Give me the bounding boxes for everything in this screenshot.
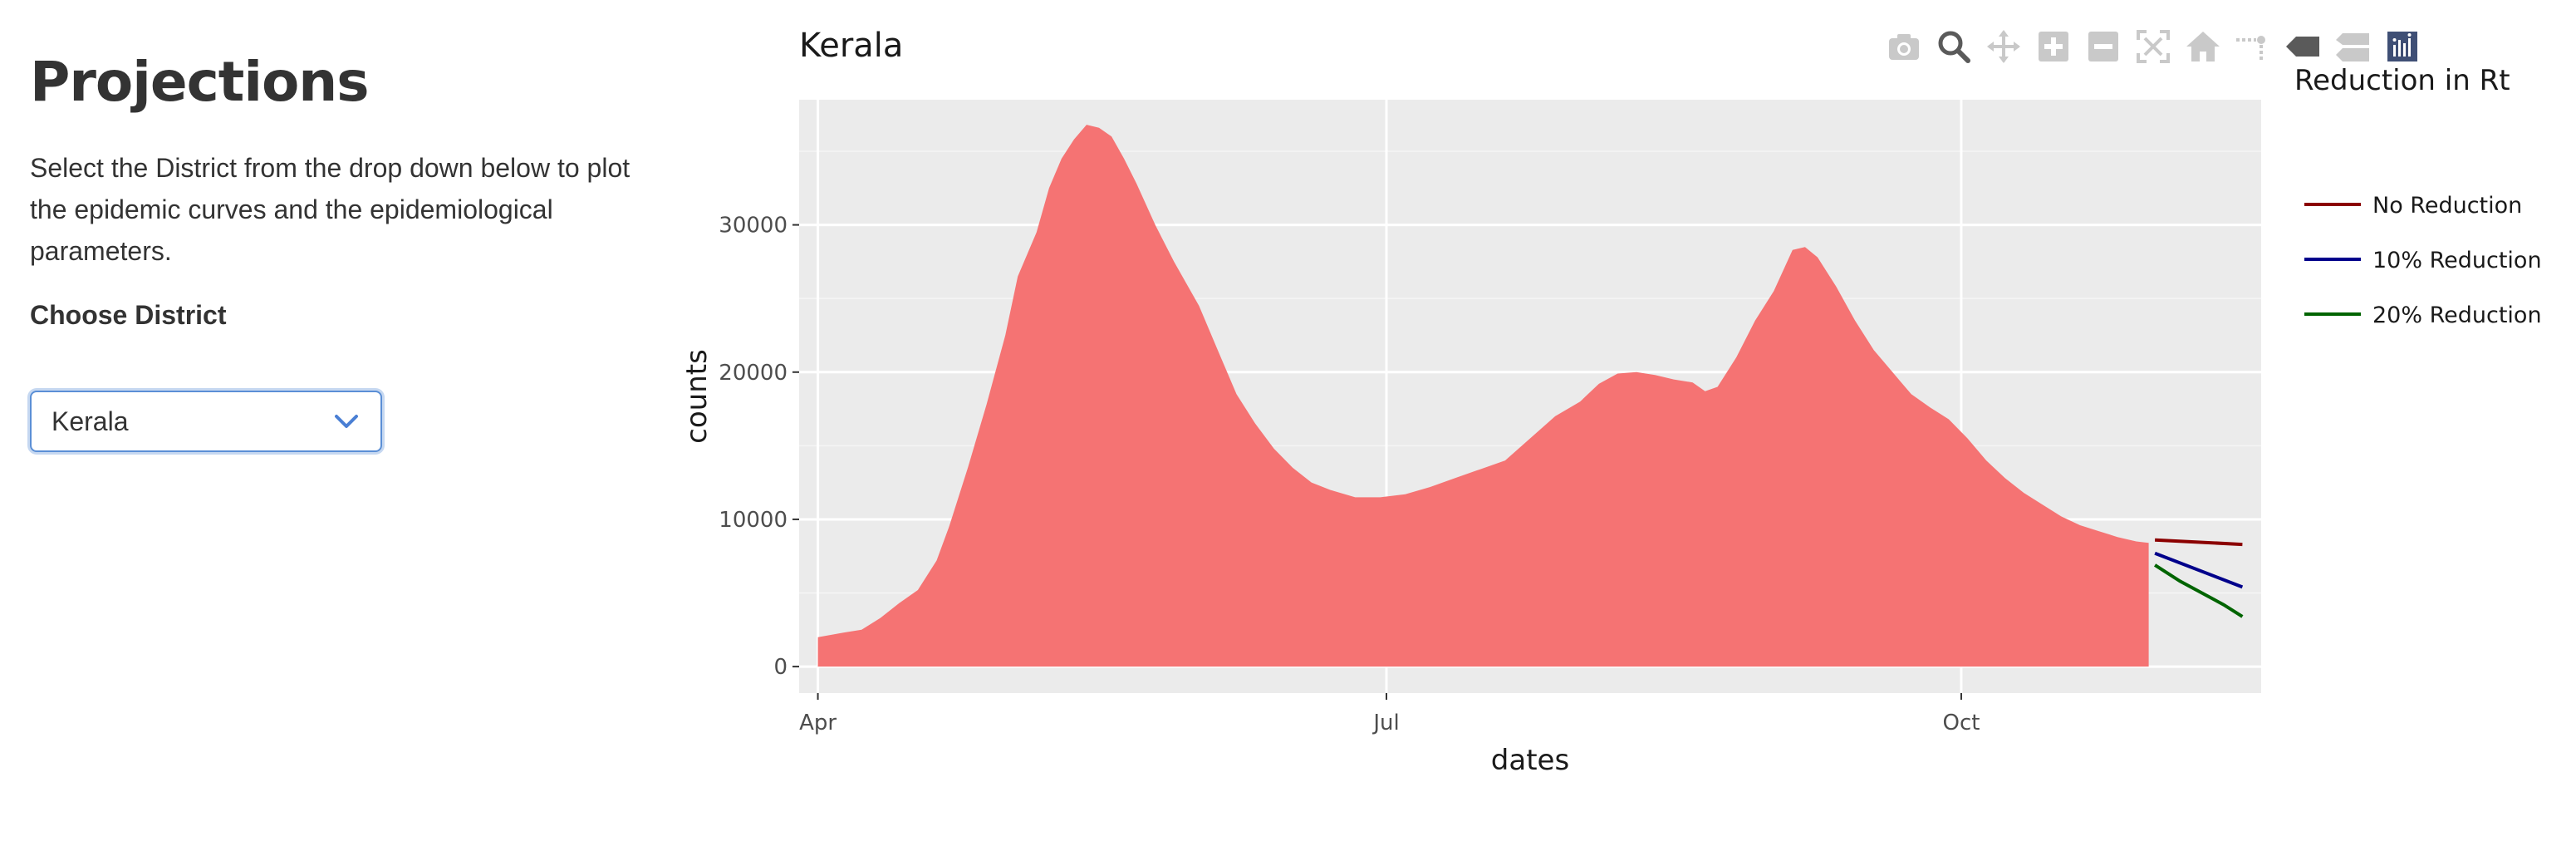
legend-title: Reduction in Rt — [2294, 64, 2510, 97]
camera-button[interactable] — [1879, 23, 1929, 70]
plotly-logo-icon — [2387, 32, 2417, 61]
legend-item-10-reduction-label: 10% Reduction — [2372, 248, 2542, 273]
legend: No Reduction 10% Reduction 20% Reduction — [2304, 193, 2542, 328]
x-tick-label: Oct — [1942, 711, 1980, 735]
y-axis-label: counts — [680, 349, 714, 444]
chevron-down-icon — [335, 415, 358, 428]
zoom-icon — [1938, 31, 1970, 63]
y-tick-label: 0 — [773, 655, 788, 680]
line-no-reduction — [2154, 538, 2243, 547]
area-layer — [817, 125, 2149, 667]
modebar — [1879, 23, 2427, 70]
hover-compare-button[interactable] — [2328, 23, 2377, 70]
legend-item-no-reduction-label: No Reduction — [2372, 193, 2522, 219]
legend-item-20-reduction-label: 20% Reduction — [2372, 302, 2542, 328]
autoscale-icon — [2137, 30, 2170, 63]
zoom-out-button[interactable] — [2078, 23, 2128, 70]
y-tick-label: 10000 — [719, 508, 788, 533]
x-tick-label: Jul — [1371, 711, 1399, 735]
hover-closest-button[interactable] — [2278, 23, 2328, 70]
line-10-reduction — [2154, 551, 2244, 589]
axis-layer: 0 10000 20000 30000 Apr Jul Oct — [719, 214, 1980, 735]
line-20-reduction — [2154, 563, 2244, 618]
y-tick-label: 30000 — [719, 214, 788, 239]
plotly-logo-button[interactable] — [2377, 23, 2427, 70]
x-tick-label: Apr — [799, 711, 837, 735]
hover-compare-icon — [2336, 33, 2369, 61]
chart-title: Kerala — [799, 27, 903, 65]
choose-district-label: Choose District — [30, 300, 227, 330]
zoom-in-icon — [2039, 32, 2068, 61]
district-select[interactable]: Kerala — [30, 391, 382, 452]
home-icon — [2186, 32, 2220, 61]
spike-lines-button[interactable] — [2228, 23, 2278, 70]
zoom-button[interactable] — [1929, 23, 1979, 70]
home-button[interactable] — [2178, 23, 2228, 70]
page-description: Select the District from the drop down b… — [30, 153, 631, 266]
pan-icon — [1987, 30, 2020, 63]
hover-closest-icon — [2286, 37, 2319, 57]
zoom-in-button[interactable] — [2029, 23, 2078, 70]
page-title: Projections — [30, 50, 370, 114]
x-axis-label: dates — [1491, 744, 1569, 777]
zoom-out-icon — [2088, 32, 2118, 61]
autoscale-button[interactable] — [2128, 23, 2178, 70]
area-counts — [817, 125, 2149, 667]
y-tick-label: 20000 — [719, 361, 788, 386]
camera-icon — [1889, 34, 1919, 60]
sidebar: Projections Select the District from the… — [30, 50, 645, 452]
series-layer — [2154, 538, 2244, 618]
spike-lines-icon — [2236, 36, 2265, 61]
district-select-value: Kerala — [52, 406, 129, 436]
pan-button[interactable] — [1979, 23, 2029, 70]
